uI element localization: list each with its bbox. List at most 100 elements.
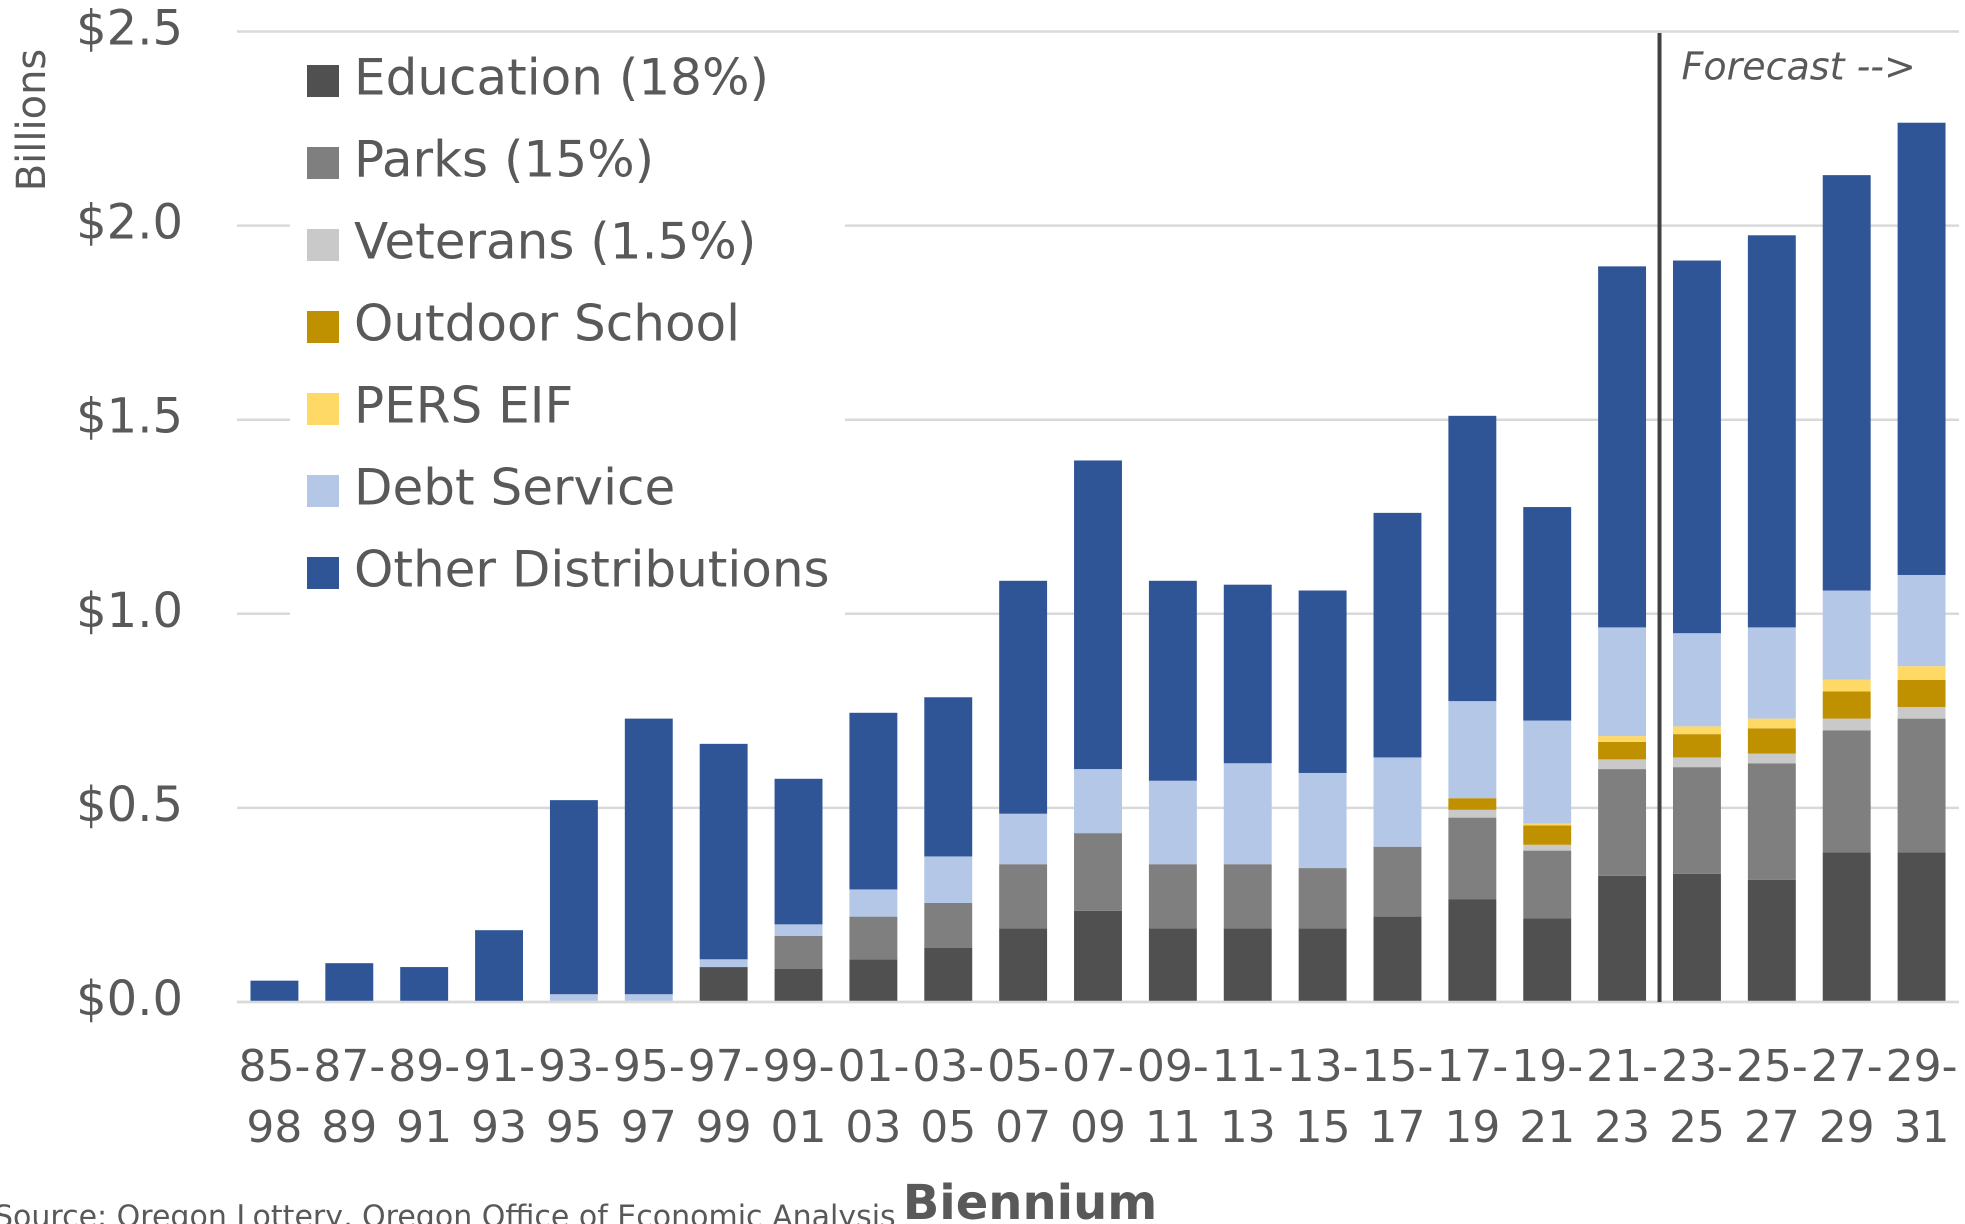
bar-segment — [774, 936, 823, 970]
bar-segment — [1897, 666, 1946, 680]
bar-segment — [1523, 844, 1572, 851]
x-tick-label: 01 — [771, 1102, 827, 1153]
bar-segment — [1074, 769, 1122, 834]
x-tick-label: 25- — [1736, 1041, 1808, 1092]
bar-segment — [400, 967, 449, 1002]
y-tick-label: $2.0 — [76, 195, 183, 251]
bar-segment — [1747, 879, 1796, 1002]
x-tick-label: 97 — [621, 1102, 677, 1153]
x-axis-label: Biennium — [903, 1175, 1158, 1224]
x-tick-label: 03 — [845, 1102, 901, 1153]
x-tick-label: 15 — [1295, 1102, 1351, 1153]
bar-segment — [1373, 757, 1422, 847]
bar-segment — [1448, 415, 1497, 702]
y-tick-label: $0.5 — [76, 777, 183, 833]
bar-segment — [1598, 769, 1647, 876]
bar-segment — [549, 800, 598, 995]
bar-segment — [1598, 266, 1647, 628]
legend-label: PERS EIF — [354, 377, 573, 435]
bar-segment — [1897, 679, 1946, 707]
bar-segment — [1373, 916, 1422, 1002]
bar-segment — [1523, 918, 1572, 1002]
x-tick-label: 89 — [321, 1102, 377, 1153]
x-tick-label: 21- — [1586, 1041, 1658, 1092]
legend-label: Education (18%) — [354, 49, 769, 107]
bar-segment — [1747, 627, 1796, 719]
legend-swatch — [307, 311, 339, 343]
bar-segment — [1822, 590, 1871, 680]
y-tick-label: $2.5 — [76, 1, 183, 57]
legend-label: Outdoor School — [354, 295, 740, 353]
x-tick-label: 97- — [688, 1041, 760, 1092]
x-tick-label: 99- — [763, 1041, 835, 1092]
bar-segment — [1523, 720, 1572, 824]
bar-segment — [1523, 823, 1572, 826]
x-tick-label: 17- — [1436, 1041, 1508, 1092]
bar-segment — [1223, 864, 1272, 929]
x-tick-label: 09- — [1137, 1041, 1209, 1092]
bar-segment — [1598, 875, 1647, 1002]
bar-segment — [1822, 175, 1871, 591]
bar-segment — [999, 813, 1048, 865]
bar-segment — [849, 916, 898, 960]
x-tick-label: 91 — [396, 1102, 452, 1153]
bar-segment — [1672, 633, 1721, 727]
x-tick-label: 19- — [1511, 1041, 1583, 1092]
bar-segment — [1747, 753, 1796, 764]
legend-label: Veterans (1.5%) — [354, 213, 756, 271]
bar-segment — [849, 959, 898, 1002]
legend-swatch — [307, 557, 339, 589]
legend-label: Parks (15%) — [354, 131, 654, 189]
bar-segment — [1223, 584, 1272, 764]
x-tick-label: 07- — [1062, 1041, 1134, 1092]
legend-swatch — [307, 147, 339, 179]
bar-segment — [1298, 590, 1347, 773]
legend-background — [290, 40, 845, 615]
bar-segment — [1897, 706, 1946, 719]
x-tick-label: 93 — [471, 1102, 527, 1153]
bar-segment — [1598, 759, 1647, 770]
bar-segment — [1074, 460, 1122, 770]
forecast-annotation: Forecast --> — [1682, 45, 1916, 89]
bar-segment — [624, 718, 673, 995]
y-axis-label: Billions — [9, 49, 55, 192]
x-tick-label: 89- — [388, 1041, 460, 1092]
bar-segment — [1747, 728, 1796, 754]
bar-segment — [1672, 726, 1721, 735]
bar-segment — [849, 889, 898, 917]
bar-segment — [1598, 627, 1647, 737]
bar-segment — [1822, 730, 1871, 853]
bar-segment — [1747, 718, 1796, 729]
y-tick-label: $1.0 — [76, 583, 183, 639]
bar-segment — [1822, 679, 1871, 692]
bar-segment — [924, 947, 973, 1002]
x-tick-label: 29 — [1819, 1102, 1875, 1153]
x-tick-label: 11- — [1212, 1041, 1284, 1092]
bar-segment — [774, 969, 823, 1002]
bar-segment — [1223, 928, 1272, 1002]
bar-segment — [1148, 864, 1197, 929]
bar-segment — [1298, 772, 1347, 869]
legend-label: Other Distributions — [354, 541, 830, 599]
bar-segment — [1598, 741, 1647, 760]
x-tick-label: 31 — [1894, 1102, 1950, 1153]
x-tick-label: 98 — [246, 1102, 302, 1153]
bar-segment — [1523, 850, 1572, 919]
bar-segment — [1148, 780, 1197, 865]
bar-segment — [1148, 928, 1197, 1002]
bar-segment — [1448, 899, 1497, 1002]
bar-segment — [1448, 701, 1497, 799]
x-tick-label: 27 — [1744, 1102, 1800, 1153]
bar-segment — [699, 959, 748, 968]
bar-segment — [999, 928, 1048, 1002]
bar-segment — [924, 903, 973, 948]
source-note: Source: Oregon Lottery, Oregon Office of… — [0, 1200, 896, 1224]
x-tick-label: 07 — [995, 1102, 1051, 1153]
bar-segment — [1298, 868, 1347, 929]
bar-segment — [1373, 846, 1422, 917]
bar-segment — [1074, 910, 1122, 1002]
bar-segment — [475, 930, 524, 1002]
x-tick-label: 95 — [546, 1102, 602, 1153]
y-tick-label: $0.0 — [76, 971, 183, 1027]
